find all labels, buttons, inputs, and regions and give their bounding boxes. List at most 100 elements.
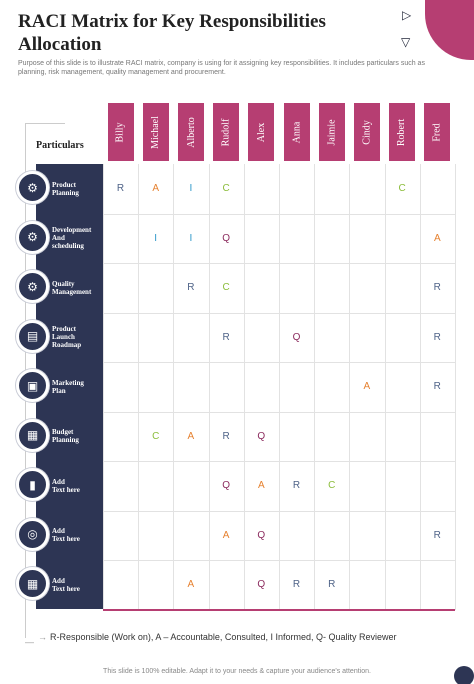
raci-cell [385,461,420,510]
column-header-label: Cindy [361,119,373,145]
raci-cell: C [328,480,336,491]
raci-cell [244,362,279,411]
raci-cell: Q [222,480,230,491]
raci-cell [314,263,349,312]
raci-cell: I [154,232,158,244]
raci-cell [420,412,455,461]
dropdown-icon[interactable]: ▽ [401,35,411,49]
column-header: Robert [389,103,416,161]
raci-cell [385,511,420,560]
grid-row-line [103,560,455,561]
grid-bottom-line [103,609,455,611]
raci-cell: Q [222,232,230,244]
legend: → R-Responsible (Work on), A – Accountabl… [38,632,397,642]
raci-cell: C [222,183,230,194]
raci-cell: A [187,430,195,442]
grid-column-line [455,164,456,610]
particular-label: Quality Management [52,279,92,296]
raci-cell [385,362,420,411]
raci-cell [244,164,279,213]
raci-cell [349,412,384,461]
bracket-arrow-icon: — [25,637,34,647]
raci-cell: R [433,331,441,343]
column-header-label: Alberto [185,116,197,148]
column-header: Alex [248,103,275,161]
column-header: Fred [424,103,451,161]
particular-row: ▦ Budget Planning [16,412,456,461]
raci-cell [279,263,314,312]
raci-cell [209,560,244,609]
raci-cell [103,461,138,510]
raci-cell [420,461,455,510]
raci-cell [349,560,384,609]
column-header-label: Billy [114,121,126,143]
next-slide-icon[interactable]: ▷ [402,8,412,22]
raci-cell: R [433,381,441,392]
raci-cell [349,461,384,510]
grid-row-line [103,510,455,512]
grid-column-line [138,164,140,610]
column-header: Anna [283,103,310,161]
raci-cell: R [222,430,230,442]
raci-cell: Q [257,430,266,442]
particular-label: Product Planning [52,180,79,197]
raci-cell [173,511,208,560]
grid-row-line [103,312,455,314]
raci-cell: Q [292,331,301,343]
particular-row: ▣ Marketing Plan [16,362,456,411]
particular-label: Add Text here [52,576,80,593]
raci-cell [314,313,349,362]
column-header: Cindy [353,103,380,161]
settings-icon: ⚙ [16,270,49,303]
column-header-label: Robert [396,118,408,146]
raci-cell [209,362,244,411]
legend-arrow-icon: → [38,632,47,642]
grid-column-line [243,164,245,610]
grid-column-line [173,164,175,610]
particular-row: ⚙ Quality Management [16,263,456,312]
raci-cell: A [257,480,265,491]
raci-cell: A [433,232,441,244]
raci-cell [349,511,384,560]
raci-cell [103,560,138,609]
grid-column-line [314,164,316,610]
raci-cell: R [433,282,441,293]
gear-icon: ⚙ [16,171,49,204]
particular-row: ⚙ Product Planning [16,164,456,213]
particular-label: Development And scheduling [52,226,92,250]
raci-cell [385,313,420,362]
raci-cell [420,164,455,213]
raci-cell [244,214,279,263]
particular-row: ⚙ Development And scheduling [16,214,456,263]
raci-cell: A [363,381,371,392]
footer-dot-icon [454,666,474,684]
column-header: Billy [107,103,134,161]
raci-cell: R [222,331,230,343]
page-title: RACI Matrix for Key Responsibilities All… [18,11,326,55]
grid-column-line [279,164,280,610]
raci-cell [385,214,420,263]
raci-cell [279,214,314,263]
raci-cell [138,362,173,411]
raci-cell [349,214,384,263]
column-header: Michael [142,103,169,161]
grid-column-line [384,164,386,610]
raci-cell [314,214,349,263]
raci-cell [103,511,138,560]
raci-cell: I [189,183,193,194]
raci-cell [279,412,314,461]
raci-cell: Q [257,579,266,590]
column-header: Alberto [177,103,204,161]
calendar-icon: ▦ [16,567,49,600]
particular-label: Budget Planning [52,428,79,444]
raci-cell [138,313,173,362]
raci-cell: R [292,480,301,491]
particular-row: ◎ Add Text here [16,511,456,560]
column-header-label: Alex [255,122,267,142]
particular-label: Product Launch Roadmap [52,325,82,349]
marketing-icon: ▣ [16,369,49,402]
column-header: Jaimie [318,103,345,161]
raci-cell [173,461,208,510]
raci-cell [138,560,173,609]
raci-cell [314,164,349,213]
